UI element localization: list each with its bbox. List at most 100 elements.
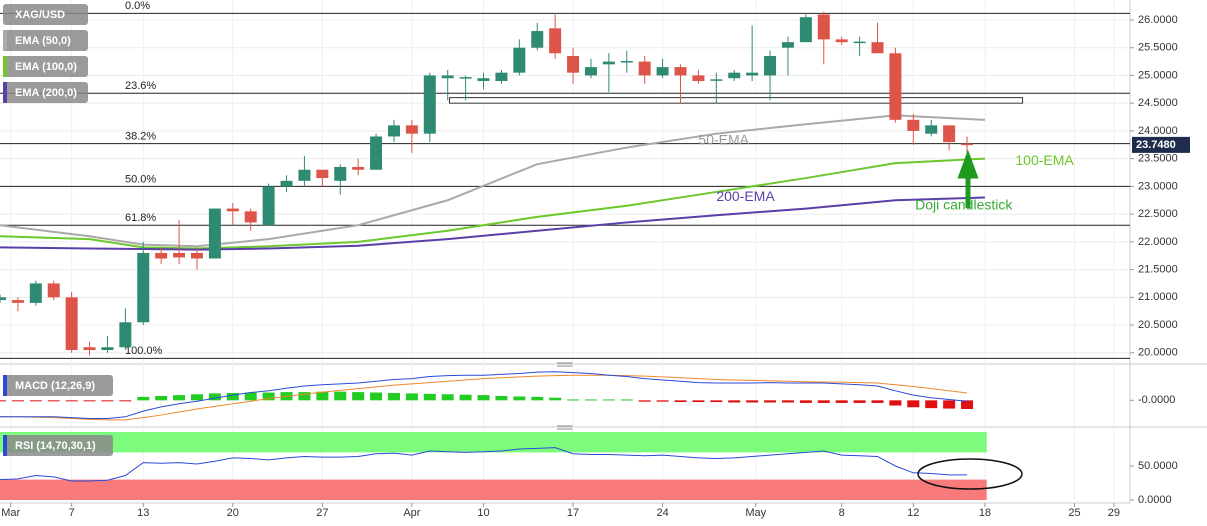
- histogram-bar: [298, 392, 311, 401]
- histogram-bar: [674, 400, 687, 403]
- candle-body: [620, 61, 633, 63]
- histogram-bar: [155, 396, 168, 401]
- annotation: 50-EMA: [698, 132, 749, 148]
- y-tick-label: 22.0000: [1138, 236, 1178, 248]
- histogram-bar: [352, 392, 365, 401]
- candle-body: [513, 47, 526, 73]
- histogram-bar: [638, 400, 651, 402]
- x-tick-label: 29: [1108, 507, 1120, 519]
- candle-body: [943, 125, 956, 143]
- histogram-bar: [764, 400, 777, 403]
- candle-body: [262, 186, 275, 226]
- legend-item: [3, 82, 88, 103]
- arrow: [957, 149, 979, 208]
- candle-body: [907, 119, 920, 131]
- legend-label: EMA (50,0): [15, 35, 71, 47]
- price-tag: [1132, 136, 1190, 153]
- y-tick-label: 24.0000: [1138, 125, 1178, 137]
- candle-body: [190, 252, 203, 259]
- candle-body: [65, 297, 78, 351]
- histogram-bar: [925, 400, 938, 409]
- y-tick-label: 50.0000: [1138, 460, 1178, 472]
- legend-swatch: [3, 82, 7, 103]
- candle-body: [764, 56, 777, 76]
- candle-body: [423, 75, 436, 134]
- histogram-bar: [781, 400, 794, 403]
- candle-body: [961, 143, 974, 146]
- candle-body: [495, 72, 508, 81]
- candle-body: [137, 252, 150, 323]
- histogram-bar: [262, 392, 275, 401]
- histogram-bar: [692, 400, 705, 403]
- macd-line: [0, 371, 968, 420]
- x-tick-label: 18: [979, 507, 991, 519]
- histogram-bar: [208, 393, 221, 401]
- y-tick-label: 21.0000: [1138, 291, 1178, 303]
- histogram-bar: [316, 391, 329, 401]
- candle-body: [602, 61, 615, 65]
- candle-body: [316, 169, 329, 179]
- y-tick-label: 0.0000: [1138, 494, 1172, 506]
- candle-body: [692, 75, 705, 81]
- candle-body: [47, 283, 60, 298]
- y-tick-label: 23.5000: [1138, 153, 1178, 165]
- histogram-bar: [423, 393, 436, 401]
- candle-body: [531, 31, 544, 48]
- histogram-bar: [835, 400, 848, 403]
- histogram-bar: [620, 399, 633, 401]
- x-tick-label: 17: [567, 507, 579, 519]
- candle-body: [477, 78, 490, 81]
- histogram-bar: [405, 393, 418, 401]
- histogram-bar: [799, 400, 812, 403]
- legend-item: [3, 30, 88, 51]
- legend-item: [3, 56, 88, 77]
- histogram-bar: [584, 399, 597, 401]
- candle-body: [226, 208, 239, 212]
- histogram-bar: [47, 400, 60, 402]
- candle-body: [298, 169, 311, 181]
- resize-grip: [557, 362, 573, 430]
- histogram-bar: [387, 392, 400, 401]
- legend-label: EMA (200,0): [15, 87, 77, 99]
- y-tick-label: 24.5000: [1138, 97, 1178, 109]
- candle-body: [352, 166, 365, 170]
- candle-body: [173, 252, 186, 258]
- x-tick-label: 27: [316, 507, 328, 519]
- x-tick-label: 25: [1068, 507, 1080, 519]
- candle-body: [405, 125, 418, 134]
- legend-item: [3, 4, 88, 25]
- histogram-bar: [83, 400, 96, 402]
- fib-label: 50.0%: [125, 173, 156, 185]
- x-tick-label: May: [745, 507, 766, 519]
- candle-body: [244, 211, 257, 223]
- x-tick-label: 12: [907, 507, 919, 519]
- histogram-bar: [0, 400, 6, 402]
- x-tick-label: 7: [69, 507, 75, 519]
- histogram-bar: [101, 400, 114, 402]
- histogram-bar: [334, 391, 347, 401]
- histogram-bar: [549, 397, 562, 401]
- histogram-bar: [244, 392, 257, 401]
- histogram-bar: [173, 395, 186, 401]
- histogram-bar: [728, 400, 741, 403]
- candle-body: [817, 14, 830, 40]
- candle-body: [674, 67, 687, 76]
- candle-body: [584, 67, 597, 76]
- x-tick-label: Mar: [1, 507, 20, 519]
- y-tick-label: 20.0000: [1138, 347, 1178, 359]
- candle-body: [853, 41, 866, 44]
- fib-label: 61.8%: [125, 212, 156, 224]
- legend-swatch: [3, 435, 7, 456]
- histogram-bar: [961, 400, 974, 409]
- y-tick-label: 25.0000: [1138, 69, 1178, 81]
- x-tick-label: 8: [839, 507, 845, 519]
- y-tick-label: 21.5000: [1138, 263, 1178, 275]
- histogram-bar: [370, 392, 383, 401]
- histogram-bar: [459, 394, 472, 401]
- candle-body: [387, 125, 400, 137]
- candle-body: [334, 166, 347, 181]
- candle-body: [889, 53, 902, 120]
- histogram-bar: [889, 400, 902, 406]
- rsi-band: [0, 479, 987, 500]
- highlight-ellipse: [917, 458, 1023, 490]
